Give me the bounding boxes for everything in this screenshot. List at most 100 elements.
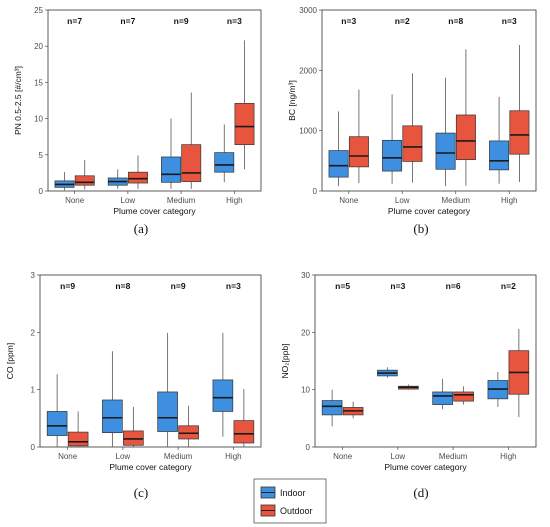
x-tick-label: Low: [395, 196, 410, 205]
y-tick-label: 20: [34, 42, 43, 51]
x-tick-label: Medium: [439, 452, 468, 461]
box-outdoor-medium: [455, 49, 476, 186]
box-outdoor-medium: [178, 405, 199, 447]
y-tick-label: 0: [306, 443, 311, 452]
x-tick-label: None: [333, 452, 353, 461]
box-outdoor-medium: [453, 386, 474, 405]
y-axis-title: NO₂[ppb]: [280, 344, 290, 379]
chart-panel-2: 0 1000 2000 3000 None n=3 Low n=2 Medium n=8 High n…: [287, 6, 537, 236]
box-iqr: [453, 391, 474, 402]
box-iqr: [233, 420, 255, 444]
box-indoor-high: [489, 96, 510, 184]
box-iqr: [402, 125, 423, 162]
x-tick-label: High: [500, 452, 516, 461]
box-iqr: [328, 150, 349, 178]
box-indoor-medium: [161, 118, 181, 189]
box-outdoor-low: [123, 406, 144, 447]
panel-caption: (c): [134, 485, 148, 500]
sample-size-label: n=9: [174, 16, 189, 26]
x-tick-label: High: [226, 196, 242, 205]
box-indoor-medium: [157, 332, 178, 447]
y-tick-label: 2: [31, 328, 36, 337]
box-indoor-high: [212, 332, 234, 437]
y-tick-label: 3000: [299, 6, 317, 15]
box-indoor-low: [382, 94, 403, 184]
sample-size-label: n=5: [335, 281, 350, 291]
x-axis-title: Plume cover category: [384, 462, 467, 472]
box-iqr: [455, 114, 476, 160]
box-outdoor-none: [67, 411, 89, 447]
y-tick-label: 15: [34, 78, 43, 87]
y-tick-label: 1000: [299, 127, 317, 136]
x-tick-label: Medium: [164, 452, 193, 461]
x-tick-label: Low: [121, 196, 136, 205]
box-outdoor-none: [74, 159, 95, 190]
box-iqr: [181, 144, 202, 182]
box-iqr: [212, 379, 234, 412]
box-outdoor-medium: [181, 92, 202, 189]
y-tick-label: 20: [301, 328, 310, 337]
x-tick-label: Medium: [167, 196, 196, 205]
legend: Indoor Outdoor: [253, 478, 327, 524]
x-tick-label: None: [65, 196, 85, 205]
panel-caption: (a): [134, 221, 148, 236]
sample-size-label: n=8: [448, 16, 463, 26]
box-indoor-none: [321, 389, 343, 427]
plot-area: [39, 274, 262, 448]
y-axis-title: BC [ng/m³]: [287, 80, 297, 121]
box-iqr: [123, 430, 144, 446]
box-outdoor-high: [508, 328, 530, 418]
x-tick-label: None: [339, 196, 359, 205]
box-iqr: [321, 400, 343, 416]
x-tick-label: Medium: [442, 196, 471, 205]
sample-size-label: n=7: [120, 16, 135, 26]
box-outdoor-low: [402, 73, 423, 183]
box-iqr: [509, 110, 530, 155]
legend-frame: [253, 478, 327, 524]
plot-area: [314, 274, 537, 448]
y-tick-label: 5: [39, 151, 44, 160]
x-axis-title: Plume cover category: [388, 206, 471, 216]
box-iqr: [382, 139, 403, 172]
box-indoor-medium: [432, 378, 453, 410]
sample-size-label: n=2: [501, 281, 516, 291]
box-iqr: [128, 171, 148, 184]
y-tick-label: 3: [31, 271, 36, 280]
box-outdoor-high: [234, 40, 255, 170]
y-tick-label: 2000: [299, 66, 317, 75]
box-outdoor-none: [348, 89, 369, 184]
sample-size-label: n=7: [67, 16, 82, 26]
box-indoor-none: [54, 172, 75, 191]
box-indoor-low: [377, 367, 398, 378]
box-indoor-medium: [435, 77, 456, 187]
sample-size-label: n=3: [227, 16, 242, 26]
box-iqr: [67, 431, 89, 447]
panel-caption: (b): [413, 221, 428, 236]
box-iqr: [435, 132, 456, 170]
legend-label-indoor: Indoor: [280, 488, 306, 498]
box-indoor-low: [107, 169, 128, 189]
box-indoor-high: [487, 371, 509, 407]
box-indoor-high: [214, 124, 235, 183]
box-iqr: [157, 391, 178, 432]
box-outdoor-high: [233, 389, 255, 447]
x-tick-label: High: [501, 196, 517, 205]
box-outdoor-low: [398, 384, 419, 390]
y-tick-label: 0: [313, 187, 318, 196]
x-tick-label: High: [225, 452, 241, 461]
sample-size-label: n=9: [60, 281, 75, 291]
chart-panel-1: 0 5 10 15 20 25 None n=7 Low n=7 Medium n=9 High n=3 P…: [13, 6, 262, 236]
box-outdoor-none: [342, 401, 364, 419]
y-axis-title: CO [ppm]: [5, 343, 15, 379]
sample-size-label: n=6: [446, 281, 461, 291]
sample-size-label: n=3: [390, 281, 405, 291]
y-tick-label: 0: [31, 443, 36, 452]
box-iqr: [102, 399, 123, 434]
box-iqr: [46, 411, 68, 436]
panel-caption: (d): [413, 485, 428, 500]
x-tick-label: Low: [391, 452, 406, 461]
x-axis-title: Plume cover category: [113, 206, 196, 216]
sample-size-label: n=8: [115, 281, 130, 291]
box-outdoor-low: [128, 155, 148, 189]
